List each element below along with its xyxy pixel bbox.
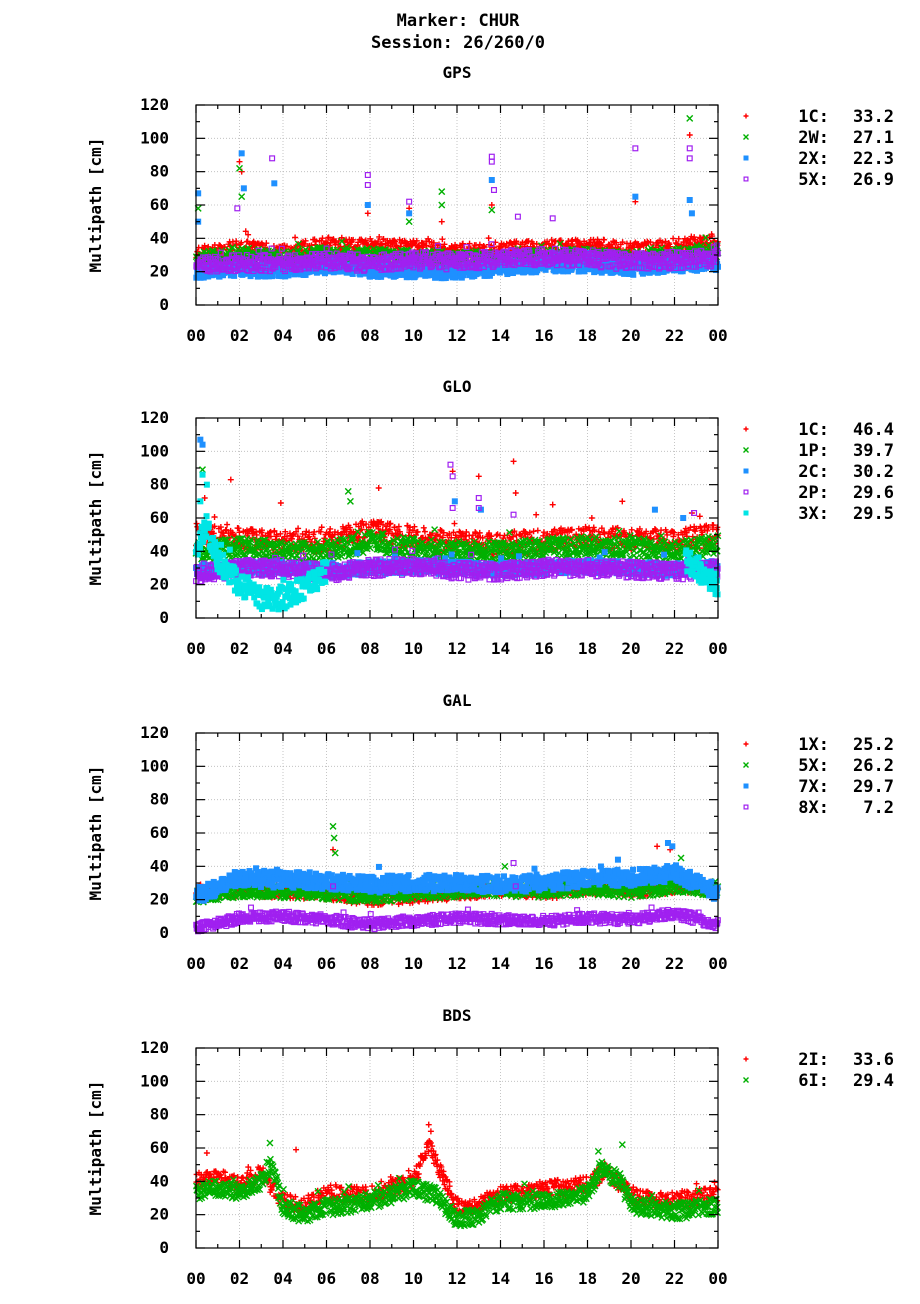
spike-point-2w [237, 165, 243, 171]
spike-point-2w [687, 115, 693, 121]
legend-value-2x: 22.3 [853, 149, 894, 169]
figure-title-session: Session: 26/260/0 [371, 33, 545, 53]
data-point-1c [439, 236, 445, 242]
spike-point-5x [235, 206, 240, 211]
spike-point-2x [687, 197, 693, 203]
x-tick-label: 10 [404, 326, 423, 345]
spike-point-5x [633, 146, 638, 151]
data-point-1c [212, 514, 218, 520]
spike-point-5x [687, 156, 692, 161]
data-point-2x [630, 272, 636, 278]
y-tick-label: 120 [140, 95, 169, 114]
data-point-1c [224, 522, 230, 528]
data-point-1c [486, 235, 492, 241]
data-point-1c [531, 528, 537, 534]
spike-point-1c [619, 498, 625, 504]
x-tick-label: 12 [447, 326, 466, 345]
legend-marker-1c [744, 114, 749, 119]
data-point-1c [601, 237, 607, 243]
spike-point-2x [632, 194, 638, 200]
spike-point-1c [476, 473, 482, 479]
y-tick-label: 0 [159, 295, 169, 314]
chart-title: GLO [443, 377, 472, 396]
spike-point-2w [239, 194, 245, 200]
y-tick-label: 60 [150, 195, 169, 214]
data-point-1c [535, 528, 541, 534]
chart-title: GPS [443, 63, 472, 82]
data-point-1c [421, 525, 427, 531]
data-point-1c [292, 234, 298, 240]
y-tick-label: 40 [150, 228, 169, 247]
legend-label-5x: 5X: [798, 170, 829, 190]
x-tick-label: 18 [578, 326, 597, 345]
x-tick-label: 00 [186, 326, 205, 345]
legend-marker-2w [744, 135, 749, 140]
x-tick-label: 22 [665, 326, 684, 345]
legend: 1C: 33.2 2W: 27.1 2X: 22.3 5X: 26.9 [744, 107, 895, 190]
legend-label-2w: 2W: [798, 128, 829, 148]
data-point-1c [697, 513, 703, 519]
data-point-2x [591, 269, 597, 275]
spike-point-2x [239, 150, 245, 156]
spike-point-2x [241, 185, 247, 191]
legend-marker-5x [744, 177, 748, 181]
spike-point-5x [516, 214, 521, 219]
spike-point-2x [406, 210, 412, 216]
spike-point-1c [513, 490, 519, 496]
spike-point-2x [489, 177, 495, 183]
spike-point-5x [365, 183, 370, 188]
legend-value-1c: 33.2 [853, 107, 894, 127]
legend-label-1c: 1C: [798, 107, 829, 127]
spike-point-1c [439, 219, 445, 225]
spike-point-1c [365, 210, 371, 216]
spike-point-5x [407, 199, 412, 204]
x-tick-label: 08 [360, 326, 379, 345]
spike-point-2w [406, 219, 412, 225]
spike-point-2x [689, 210, 695, 216]
x-tick-label: 00 [708, 326, 727, 345]
spike-point-1c [687, 132, 693, 138]
spike-point-5x [687, 146, 692, 151]
legend-value-5x: 26.9 [853, 170, 894, 190]
spike-point-1c [376, 485, 382, 491]
figure-title-marker: Marker: CHUR [397, 11, 521, 31]
x-tick-label: 20 [621, 326, 640, 345]
legend-value-2w: 27.1 [853, 128, 894, 148]
data-point-1c [451, 521, 457, 527]
spike-point-5x [489, 154, 494, 159]
y-tick-label: 20 [150, 262, 169, 281]
spike-point-2x [271, 180, 277, 186]
spike-point-5x [550, 216, 555, 221]
spike-point-1c [511, 458, 517, 464]
spike-point-5x [270, 156, 275, 161]
legend-marker-2x [744, 156, 749, 161]
spike-point-1c [550, 502, 556, 508]
spike-point-1c [228, 477, 234, 483]
data-point-1c [422, 529, 428, 535]
legend-label-2x: 2X: [798, 149, 829, 169]
x-tick-label: 06 [317, 326, 336, 345]
data-point-1c [533, 512, 539, 518]
data-point-1c [236, 525, 242, 531]
spike-point-2w [439, 189, 445, 195]
spike-point-5x [489, 159, 494, 164]
x-tick-label: 02 [230, 326, 249, 345]
spike-point-2x [365, 202, 371, 208]
spike-point-5x [492, 188, 497, 193]
spike-point-5x [365, 173, 370, 178]
y-tick-label: 100 [140, 128, 169, 147]
y-axis-label: Multipath [cm] [86, 138, 105, 273]
data-point-1c [327, 526, 333, 532]
spike-point-1c [237, 159, 243, 165]
spike-point-1c [589, 515, 595, 521]
x-tick-label: 16 [534, 326, 553, 345]
y-tick-label: 80 [150, 162, 169, 181]
x-tick-label: 04 [273, 326, 292, 345]
x-tick-label: 14 [491, 326, 510, 345]
